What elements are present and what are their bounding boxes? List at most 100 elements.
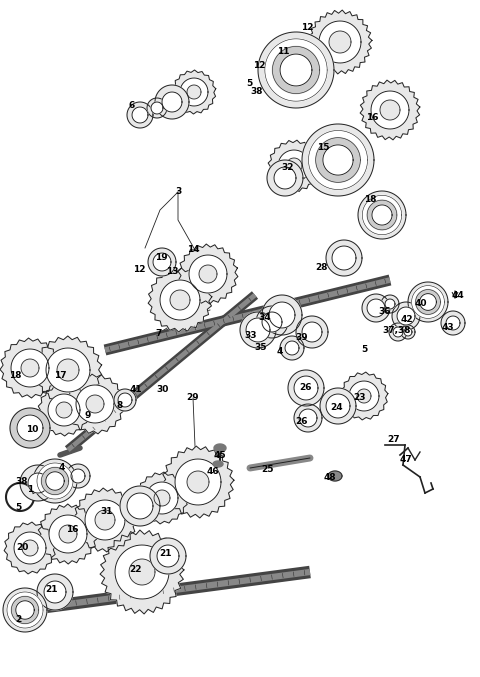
Text: 18: 18 bbox=[364, 196, 376, 204]
Polygon shape bbox=[380, 100, 400, 120]
Text: 13: 13 bbox=[166, 267, 178, 276]
Polygon shape bbox=[132, 107, 148, 123]
Polygon shape bbox=[302, 124, 374, 196]
Text: 6: 6 bbox=[129, 100, 135, 110]
Polygon shape bbox=[367, 299, 385, 317]
Polygon shape bbox=[115, 545, 169, 599]
Polygon shape bbox=[66, 464, 90, 488]
Text: 5: 5 bbox=[246, 79, 252, 87]
Polygon shape bbox=[155, 85, 189, 119]
Polygon shape bbox=[34, 336, 102, 404]
Polygon shape bbox=[294, 376, 318, 400]
Polygon shape bbox=[187, 85, 201, 99]
Polygon shape bbox=[278, 150, 310, 182]
Text: 16: 16 bbox=[66, 525, 78, 535]
Polygon shape bbox=[73, 488, 137, 552]
Polygon shape bbox=[38, 384, 90, 436]
Polygon shape bbox=[258, 32, 334, 108]
Polygon shape bbox=[153, 253, 171, 271]
Polygon shape bbox=[118, 393, 132, 407]
Polygon shape bbox=[10, 408, 50, 448]
Polygon shape bbox=[286, 158, 302, 174]
Polygon shape bbox=[59, 525, 77, 543]
Polygon shape bbox=[146, 482, 178, 514]
Text: 30: 30 bbox=[157, 385, 169, 395]
Polygon shape bbox=[362, 196, 402, 235]
Polygon shape bbox=[372, 205, 392, 225]
Text: 28: 28 bbox=[316, 263, 328, 273]
Polygon shape bbox=[302, 322, 322, 342]
Polygon shape bbox=[160, 280, 200, 320]
Polygon shape bbox=[214, 444, 226, 452]
Text: 9: 9 bbox=[85, 412, 91, 420]
Text: 34: 34 bbox=[259, 313, 271, 322]
Text: 12: 12 bbox=[253, 62, 265, 70]
Polygon shape bbox=[420, 294, 436, 310]
Text: 5: 5 bbox=[15, 504, 21, 512]
Text: 33: 33 bbox=[245, 332, 257, 341]
Polygon shape bbox=[441, 311, 465, 335]
Polygon shape bbox=[340, 372, 388, 420]
Polygon shape bbox=[170, 290, 190, 310]
Polygon shape bbox=[189, 255, 227, 293]
Text: 24: 24 bbox=[331, 403, 343, 412]
Polygon shape bbox=[95, 510, 115, 530]
Polygon shape bbox=[48, 394, 80, 426]
Polygon shape bbox=[199, 265, 217, 283]
Text: 31: 31 bbox=[101, 508, 113, 517]
Polygon shape bbox=[162, 92, 182, 112]
Polygon shape bbox=[114, 389, 136, 411]
Polygon shape bbox=[148, 268, 212, 332]
Polygon shape bbox=[76, 385, 114, 423]
Polygon shape bbox=[393, 327, 403, 337]
Polygon shape bbox=[323, 145, 353, 175]
Text: 20: 20 bbox=[16, 544, 28, 552]
Text: 12: 12 bbox=[301, 24, 313, 32]
Text: 11: 11 bbox=[277, 47, 289, 56]
Polygon shape bbox=[175, 459, 221, 505]
Polygon shape bbox=[56, 402, 72, 418]
Polygon shape bbox=[172, 70, 216, 114]
Text: 15: 15 bbox=[317, 144, 329, 152]
Text: 41: 41 bbox=[130, 385, 142, 395]
Polygon shape bbox=[57, 359, 79, 381]
Polygon shape bbox=[273, 47, 320, 93]
Polygon shape bbox=[41, 467, 69, 495]
Polygon shape bbox=[267, 160, 303, 196]
Polygon shape bbox=[329, 31, 351, 53]
Text: 26: 26 bbox=[300, 383, 312, 393]
Polygon shape bbox=[326, 240, 362, 276]
Polygon shape bbox=[385, 299, 395, 309]
Polygon shape bbox=[11, 349, 49, 387]
Polygon shape bbox=[3, 588, 47, 632]
Polygon shape bbox=[151, 102, 163, 114]
Polygon shape bbox=[408, 282, 448, 322]
Text: 42: 42 bbox=[401, 315, 413, 324]
Text: 25: 25 bbox=[262, 466, 274, 475]
Text: 27: 27 bbox=[388, 435, 400, 445]
Text: 32: 32 bbox=[282, 164, 294, 173]
Text: 36: 36 bbox=[379, 307, 391, 317]
Polygon shape bbox=[46, 472, 64, 490]
Polygon shape bbox=[12, 596, 38, 624]
Polygon shape bbox=[332, 246, 356, 270]
Polygon shape bbox=[21, 359, 39, 377]
Text: 26: 26 bbox=[296, 418, 308, 427]
Polygon shape bbox=[389, 323, 407, 341]
Polygon shape bbox=[262, 295, 302, 335]
Text: 19: 19 bbox=[155, 253, 168, 263]
Polygon shape bbox=[17, 415, 43, 441]
Polygon shape bbox=[371, 91, 409, 129]
Polygon shape bbox=[326, 394, 350, 418]
Text: 21: 21 bbox=[159, 548, 171, 557]
Text: 39: 39 bbox=[296, 334, 308, 343]
Polygon shape bbox=[37, 463, 73, 499]
Polygon shape bbox=[308, 10, 372, 74]
Polygon shape bbox=[33, 459, 77, 503]
Text: 22: 22 bbox=[130, 565, 142, 575]
Polygon shape bbox=[44, 581, 66, 603]
Polygon shape bbox=[22, 540, 38, 556]
Text: 10: 10 bbox=[26, 426, 38, 435]
Polygon shape bbox=[328, 471, 342, 481]
Polygon shape bbox=[240, 312, 276, 348]
